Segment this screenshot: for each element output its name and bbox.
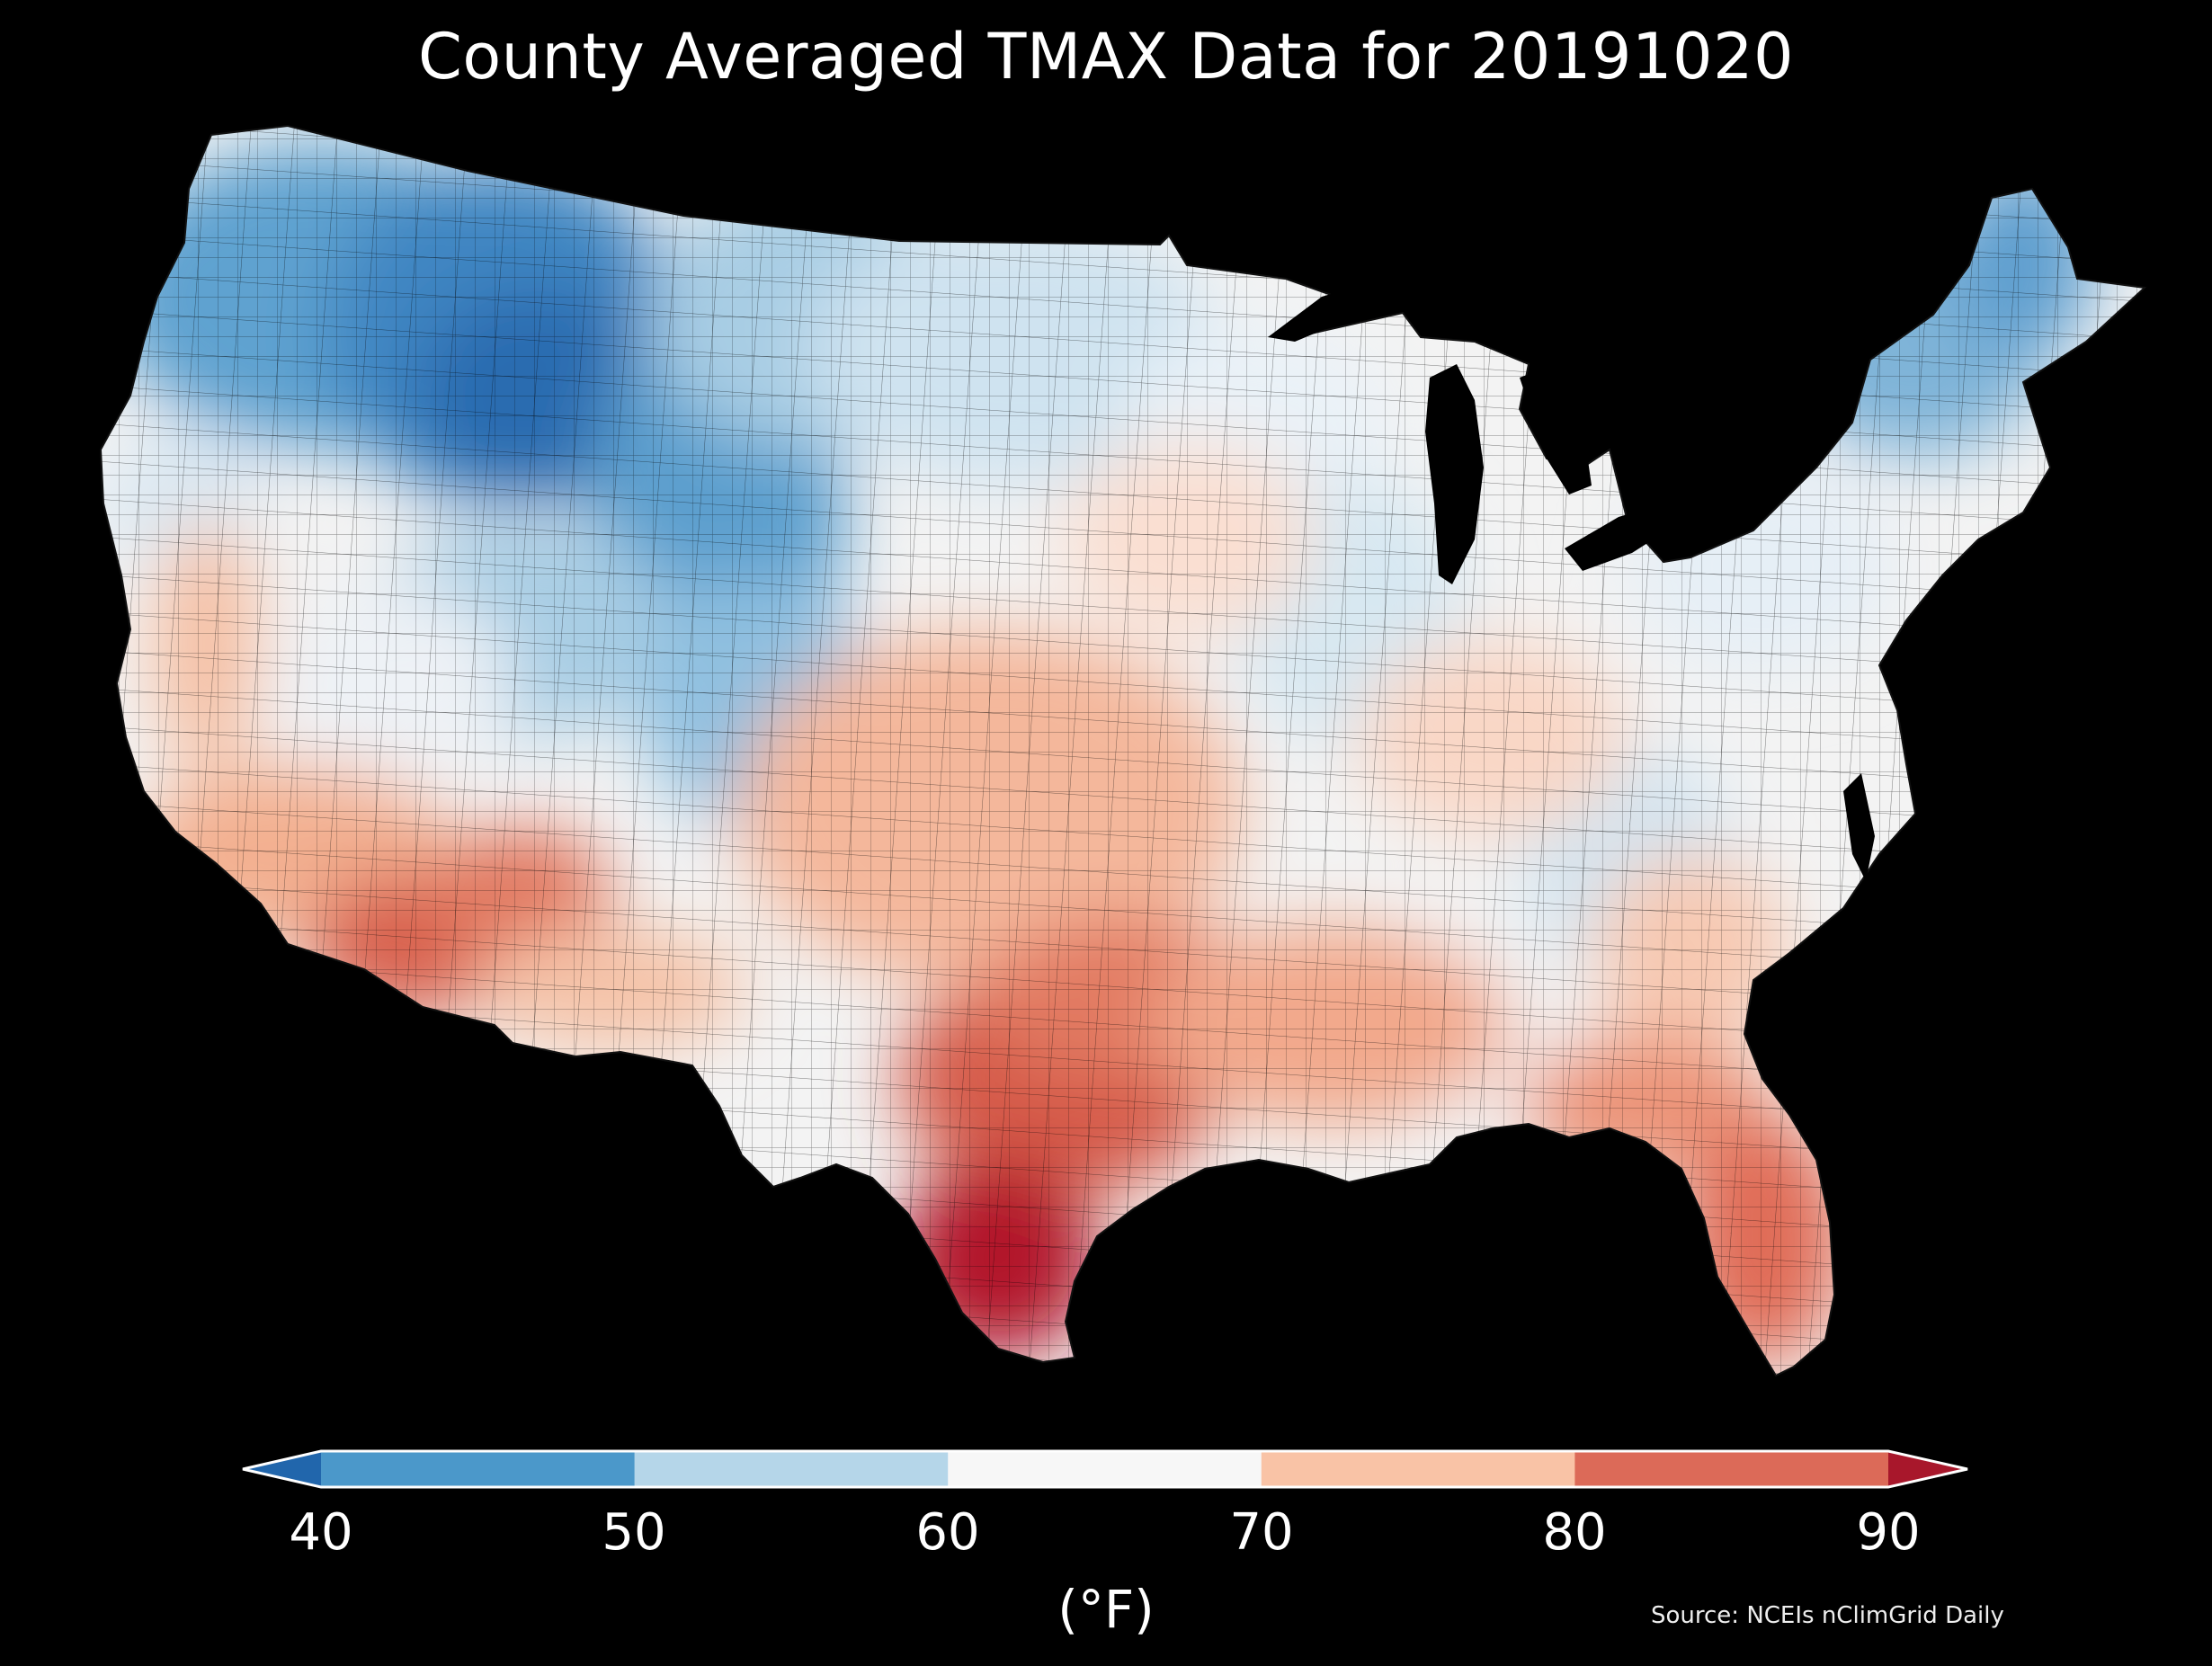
great-lakes (1268, 281, 1875, 881)
colorbar-bin (1574, 1451, 1889, 1487)
colorbar-tick-label: 90 (1856, 1503, 1921, 1562)
colorbar-outline (242, 1449, 1968, 1489)
colorbar-bin (243, 1451, 321, 1487)
colorbar-bin (1888, 1451, 1967, 1487)
colorbar-bin (321, 1451, 636, 1487)
colorbar-tick-label: 40 (289, 1503, 353, 1562)
colorbar-tick-label: 80 (1542, 1503, 1607, 1562)
colorbar-bin (1261, 1451, 1575, 1487)
colorbar-bin (634, 1451, 949, 1487)
colorbar-bin (948, 1451, 1262, 1487)
colorbar-tick-label: 50 (602, 1503, 666, 1562)
source-credit: Source: NCEIs nClimGrid Daily (1651, 1602, 2004, 1629)
colorbar-unit-label: (°F) (1057, 1579, 1155, 1640)
colorbar-tick-label: 70 (1229, 1503, 1294, 1562)
map-title: County Averaged TMAX Data for 20191020 (417, 20, 1795, 94)
colorbar-tick-label: 60 (915, 1503, 980, 1562)
